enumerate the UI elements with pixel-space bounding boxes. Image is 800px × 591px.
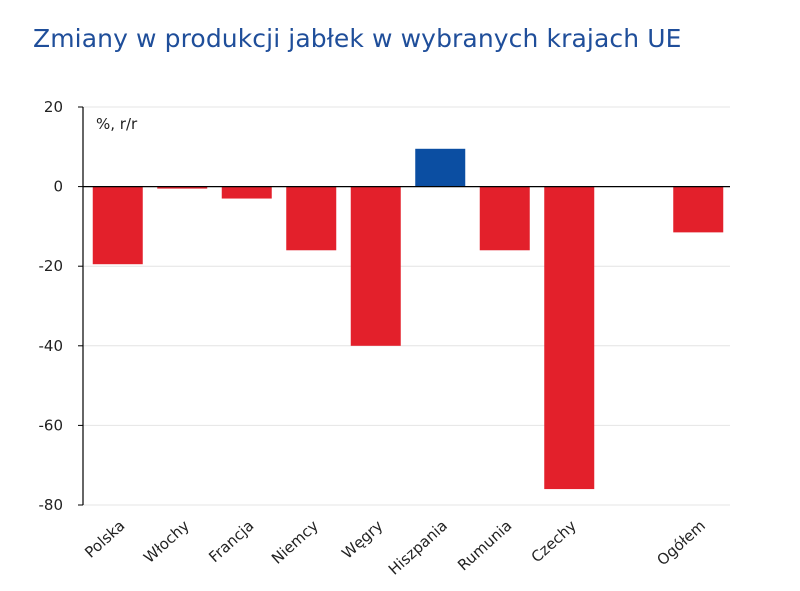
chart-title: Zmiany w produkcji jabłek w wybranych kr… xyxy=(33,24,682,53)
y-tick-label: -20 xyxy=(39,257,64,275)
bars xyxy=(92,148,724,490)
x-tick-label: Francja xyxy=(205,517,257,567)
x-tick-label: Włochy xyxy=(140,517,193,567)
unit-label: %, r/r xyxy=(96,115,138,133)
bar-hiszpania xyxy=(415,148,466,187)
bar-czechy xyxy=(544,186,595,490)
bar-węgry xyxy=(350,186,401,346)
y-tick-label: -40 xyxy=(39,337,64,355)
bar-niemcy xyxy=(286,186,337,251)
bar-włochy xyxy=(157,186,208,189)
bar-polska xyxy=(92,186,143,265)
bar-ogółem xyxy=(673,186,724,233)
bar-francja xyxy=(221,186,272,199)
y-tick-labels: 20 0 -20 -40 -60 -80 xyxy=(39,98,83,514)
y-tick-label: -60 xyxy=(39,416,64,434)
y-tick-label: 20 xyxy=(44,98,63,116)
x-tick-label: Ogółem xyxy=(653,517,709,570)
gridlines xyxy=(83,106,730,506)
x-tick-label: Niemcy xyxy=(268,517,322,568)
y-tick-label: 0 xyxy=(53,178,63,196)
x-tick-label: Rumunia xyxy=(454,517,515,575)
x-tick-label: Polska xyxy=(81,517,128,562)
x-tick-label: Czechy xyxy=(528,517,580,567)
x-tick-label: Hiszpania xyxy=(385,517,451,579)
bar-rumunia xyxy=(479,186,530,251)
y-tick-label: -80 xyxy=(39,496,64,514)
x-tick-label: Węgry xyxy=(338,517,386,563)
